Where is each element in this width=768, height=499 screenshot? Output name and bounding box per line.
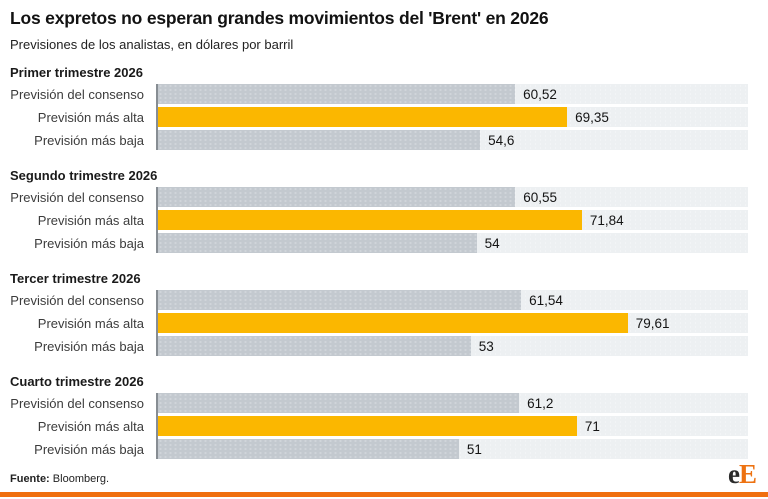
value-label: 69,35 <box>575 109 609 125</box>
quarter-group-q2: Segundo trimestre 2026 Previsión del con… <box>10 168 748 253</box>
logo-letter-e: e <box>728 459 740 489</box>
group-label: Primer trimestre 2026 <box>10 65 143 80</box>
bar-track: 54 <box>158 233 748 253</box>
value-label: 54 <box>484 235 500 251</box>
row-label: Previsión más alta <box>37 418 144 434</box>
quarter-group-q1: Primer trimestre 2026 Previsión del cons… <box>10 65 748 150</box>
eleconomista-logo: eE <box>728 461 757 488</box>
bar-row: Previsión del consenso 60,55 <box>10 187 748 207</box>
bar-row: Previsión del consenso 61,2 <box>10 393 748 413</box>
value-label: 60,55 <box>523 189 558 205</box>
bar-row: Previsión más baja 54 <box>10 233 748 253</box>
bar-high <box>158 107 568 127</box>
bar-consensus <box>158 393 520 413</box>
value-label: 61,2 <box>527 395 554 411</box>
value-label: 54,6 <box>488 132 515 148</box>
axis-line <box>156 393 158 459</box>
bar-low <box>158 233 477 253</box>
bar-row: Previsión más alta 71,84 <box>10 210 748 230</box>
bar-track: 51 <box>158 439 748 459</box>
quarter-group-q3: Tercer trimestre 2026 Previsión del cons… <box>10 271 748 356</box>
row-label: Previsión del consenso <box>10 292 144 308</box>
bar-high <box>158 416 577 436</box>
chart-subtitle: Previsiones de los analistas, en dólares… <box>10 37 294 52</box>
bar-low <box>158 336 471 356</box>
logo-letter-E: E <box>738 459 757 489</box>
bar-row: Previsión del consenso 60,52 <box>10 84 748 104</box>
bar-track: 53 <box>158 336 748 356</box>
bar-track: 69,35 <box>158 107 748 127</box>
group-rows: Previsión del consenso 61,54 Previsión m… <box>10 290 748 356</box>
bar-row: Previsión más alta 69,35 <box>10 107 748 127</box>
quarter-group-q4: Cuarto trimestre 2026 Previsión del cons… <box>10 374 748 459</box>
bar-consensus <box>158 290 522 310</box>
source-value: Bloomberg. <box>52 473 110 485</box>
row-label: Previsión más baja <box>34 235 144 251</box>
row-label: Previsión más alta <box>37 212 144 228</box>
group-label: Cuarto trimestre 2026 <box>10 374 144 389</box>
bar-low <box>158 439 459 459</box>
bar-high <box>158 313 628 333</box>
bar-row: Previsión más baja 54,6 <box>10 130 748 150</box>
brand-bar <box>0 492 768 497</box>
group-label: Tercer trimestre 2026 <box>10 271 141 286</box>
bar-track: 60,55 <box>158 187 748 207</box>
bar-track: 54,6 <box>158 130 748 150</box>
axis-line <box>156 290 158 356</box>
chart-title: Los expretos no esperan grandes movimien… <box>10 8 549 28</box>
bar-low <box>158 130 481 150</box>
bar-track: 61,54 <box>158 290 748 310</box>
value-label: 60,52 <box>523 86 557 102</box>
group-rows: Previsión del consenso 60,55 Previsión m… <box>10 187 748 253</box>
chart: Primer trimestre 2026 Previsión del cons… <box>10 65 748 459</box>
value-label: 79,61 <box>635 315 670 331</box>
bar-consensus <box>158 187 516 207</box>
group-rows: Previsión del consenso 61,2 Previsión má… <box>10 393 748 459</box>
bar-track: 60,52 <box>158 84 748 104</box>
row-label: Previsión del consenso <box>10 86 144 102</box>
bar-row: Previsión más baja 51 <box>10 439 748 459</box>
value-label: 61,54 <box>529 292 563 308</box>
row-label: Previsión más alta <box>37 315 144 331</box>
bar-row: Previsión del consenso 61,54 <box>10 290 748 310</box>
axis-line <box>156 84 158 150</box>
bar-track: 71,84 <box>158 210 748 230</box>
value-label: 51 <box>466 441 482 457</box>
row-label: Previsión más alta <box>37 109 144 125</box>
bar-high <box>158 210 582 230</box>
source-label: Fuente: <box>10 473 50 485</box>
row-label: Previsión más baja <box>34 441 144 457</box>
bar-track: 61,2 <box>158 393 748 413</box>
bar-row: Previsión más alta 79,61 <box>10 313 748 333</box>
value-label: 53 <box>478 338 494 354</box>
row-label: Previsión del consenso <box>10 395 144 411</box>
bar-track: 71 <box>158 416 748 436</box>
bar-consensus <box>158 84 516 104</box>
bar-track: 79,61 <box>158 313 748 333</box>
row-label: Previsión más baja <box>34 132 144 148</box>
footer: Fuente: Bloomberg. eE <box>10 461 757 488</box>
bar-row: Previsión más alta 71 <box>10 416 748 436</box>
axis-line <box>156 187 158 253</box>
source-note: Fuente: Bloomberg. <box>10 473 109 485</box>
row-label: Previsión más baja <box>34 338 144 354</box>
group-label: Segundo trimestre 2026 <box>10 168 158 183</box>
group-rows: Previsión del consenso 60,52 Previsión m… <box>10 84 748 150</box>
value-label: 71,84 <box>589 212 624 228</box>
value-label: 71 <box>584 418 600 434</box>
bar-row: Previsión más baja 53 <box>10 336 748 356</box>
row-label: Previsión del consenso <box>10 189 144 205</box>
